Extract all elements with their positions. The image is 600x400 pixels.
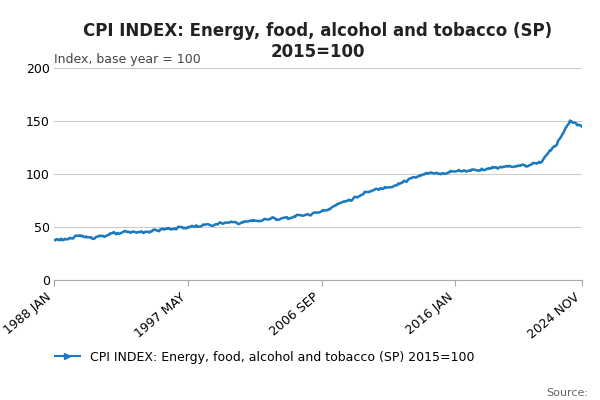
Legend: CPI INDEX: Energy, food, alcohol and tobacco (SP) 2015=100: CPI INDEX: Energy, food, alcohol and tob… bbox=[50, 346, 479, 369]
Text: Index, base year = 100: Index, base year = 100 bbox=[54, 53, 201, 66]
Text: Source:: Source: bbox=[546, 388, 588, 398]
Title: CPI INDEX: Energy, food, alcohol and tobacco (SP)
2015=100: CPI INDEX: Energy, food, alcohol and tob… bbox=[83, 22, 553, 61]
